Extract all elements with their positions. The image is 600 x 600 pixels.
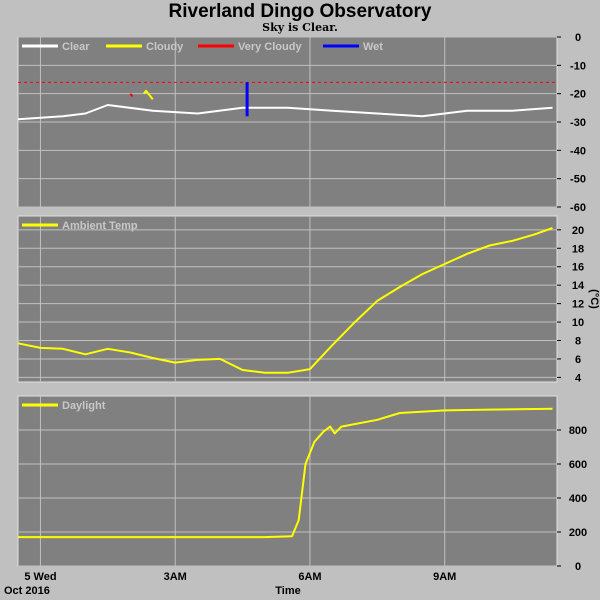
x-tick-label: 6AM [298, 571, 321, 583]
y-tick-label-temp: 20 [572, 225, 584, 237]
y-tick-label-sky: -40 [570, 145, 586, 157]
series-line-cloudy [143, 89, 154, 100]
y-tick-label-temp: 4 [575, 372, 582, 384]
series-line-daylight [18, 407, 553, 539]
y-tick-label-sky: -30 [570, 117, 586, 129]
x-tick-label: 9AM [433, 571, 456, 583]
y-tick-label-sky: -50 [570, 174, 586, 186]
y-tick-label-daylight: 200 [569, 527, 587, 539]
y-tick-label-daylight: 400 [569, 493, 587, 505]
x-tick-label: 3AM [164, 571, 187, 583]
y-tick-label-daylight: 800 [569, 425, 587, 437]
legend-label-ambient-temp: Ambient Temp [62, 220, 138, 232]
y-tick-label-sky: -20 [570, 89, 586, 101]
series-line-very-cloudy [129, 93, 134, 98]
x-tick-label: 5 Wed [24, 571, 56, 583]
y-tick-label-daylight: 600 [569, 459, 587, 471]
legend-label-clear: Clear [62, 41, 90, 53]
y-tick-label-sky: -60 [570, 202, 586, 214]
plot-area-daylight [17, 395, 558, 567]
x-axis-date-label: Oct 2016 [4, 585, 50, 597]
legend-label-very-cloudy: Very Cloudy [238, 41, 302, 53]
x-axis-label: Time [275, 585, 300, 597]
series-line-clear [17, 104, 553, 121]
plot-area-temp [17, 215, 558, 383]
y-tick-label-temp: 6 [575, 354, 581, 366]
page-title: Riverland Dingo Observatory [168, 1, 432, 22]
y-tick-label-daylight: 0 [575, 561, 581, 573]
y-tick-label-temp: 8 [575, 336, 581, 348]
legend-label-daylight: Daylight [62, 400, 106, 412]
sky-status-subtitle: Sky is Clear. [262, 21, 338, 34]
legend-label-wet: Wet [363, 41, 383, 53]
y-axis-label-temp: (°C) [588, 289, 600, 309]
y-tick-label-sky: -10 [570, 60, 586, 72]
y-tick-label-sky: 0 [575, 32, 581, 44]
y-tick-label-temp: 10 [572, 317, 584, 329]
y-tick-label-temp: 18 [572, 243, 584, 255]
series-line-ambient-temp [17, 227, 553, 374]
y-tick-label-temp: 12 [572, 299, 584, 311]
y-tick-label-temp: 14 [572, 280, 585, 292]
legend-label-cloudy: Cloudy [146, 41, 184, 53]
y-tick-label-temp: 16 [572, 262, 584, 274]
